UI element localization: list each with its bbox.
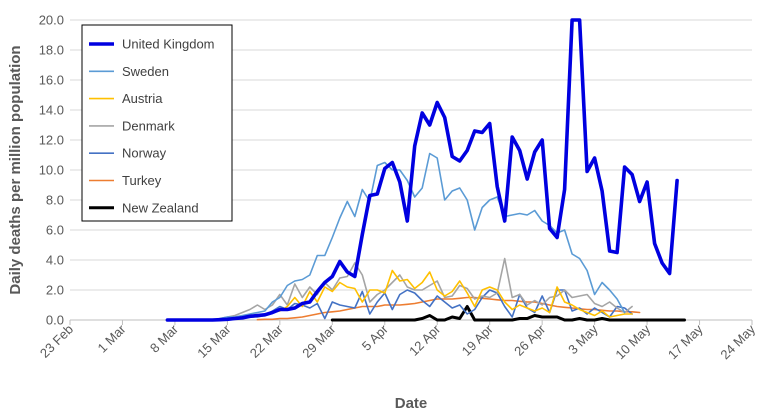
series-line-turkey [256, 296, 641, 321]
x-tick-label: 12 Apr [406, 321, 444, 359]
series-line-denmark [219, 257, 633, 320]
legend-label-austria: Austria [122, 91, 163, 106]
x-tick-label: 17 May [665, 321, 706, 362]
x-tick-label: 22 Mar [247, 321, 287, 361]
y-tick-label: 8.0 [46, 193, 64, 208]
y-tick-label: 16.0 [39, 73, 64, 88]
x-tick-label: 24 May [717, 321, 758, 362]
legend-label-norway: Norway [122, 146, 167, 161]
legend-label-turkey: Turkey [122, 173, 162, 188]
series-line-new-zealand [330, 305, 686, 322]
y-tick-label: 6.0 [46, 223, 64, 238]
legend: United Kingdom Sweden Austria Denmark Norway… [81, 24, 233, 222]
legend-label-united-kingdom: United Kingdom [122, 37, 215, 52]
y-tick-label: 10.0 [39, 163, 64, 178]
y-tick-label: 14.0 [39, 103, 64, 118]
y-tick-label: 18.0 [39, 43, 64, 58]
x-tick-label: 5 Apr [359, 321, 392, 354]
x-axis-title: Date [395, 395, 428, 412]
legend-label-denmark: Denmark [122, 118, 175, 133]
legend-box [81, 24, 233, 222]
y-tick-label: 12.0 [39, 133, 64, 148]
y-tick-label: 20.0 [39, 13, 64, 28]
y-tick-label: 0.0 [46, 313, 64, 328]
series-line-austria [226, 269, 633, 321]
x-tick-label: 10 May [612, 321, 653, 362]
x-tick-label: 3 May [565, 321, 601, 357]
x-tick-label: 19 Apr [459, 321, 497, 359]
x-tick-label: 15 Mar [194, 321, 234, 361]
y-tick-label: 2.0 [46, 283, 64, 298]
x-axis-ticks: 23 Feb 1 Mar 8 Mar 15 Mar 22 Mar 29 Mar 5 Apr 1… [37, 320, 758, 362]
legend-label-new-zealand: New Zealand [122, 200, 199, 215]
x-tick-label: 8 Mar [147, 321, 182, 356]
series-line-norway [249, 289, 633, 320]
series-layer [165, 18, 686, 322]
y-tick-label: 4.0 [46, 253, 64, 268]
x-tick-label: 26 Apr [511, 321, 549, 359]
y-axis-title: Daily deaths per million population [7, 45, 24, 294]
y-axis-ticks: 0.0 2.0 4.0 6.0 8.0 10.0 12.0 14.0 16.0 18.0 20.0 [39, 13, 64, 328]
legend-label-sweden: Sweden [122, 64, 169, 79]
x-tick-label: 29 Mar [299, 321, 339, 361]
series-line-united-kingdom [165, 18, 679, 322]
x-tick-label: 1 Mar [94, 321, 129, 356]
